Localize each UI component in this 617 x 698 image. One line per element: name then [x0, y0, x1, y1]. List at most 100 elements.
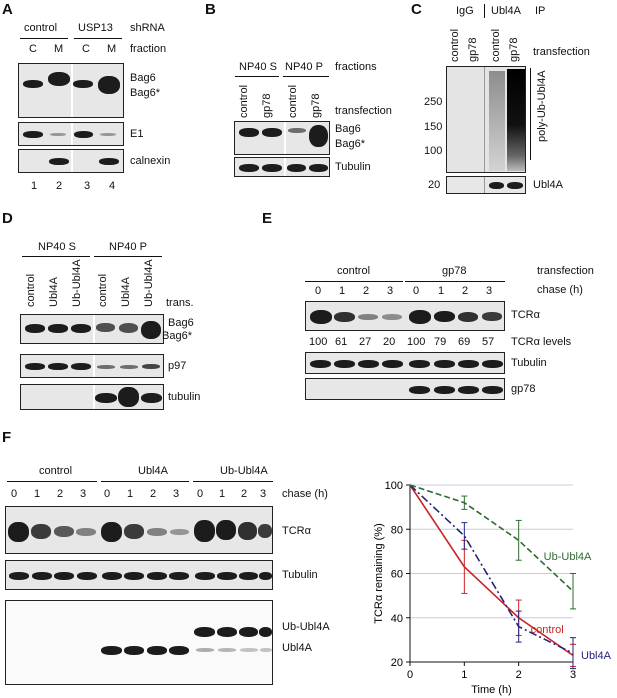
panel-e-tcra-blot [305, 301, 505, 331]
panel-c-smear-label: poly-Ub-Ubl4A [536, 70, 548, 142]
x-axis-label: Time (h) [471, 684, 512, 696]
panel-e-level-6: 79 [434, 336, 447, 348]
x-tick-label-0: 0 [407, 669, 413, 681]
panel-c-group-ubl4a: Ubl4A [491, 5, 521, 17]
panel-f-chase-4: 3 [80, 488, 87, 500]
panel-a-group-line-2 [74, 38, 122, 39]
panel-b-group-s: NP40 S [239, 61, 277, 73]
series-line-ub-ubl4a [409, 484, 574, 592]
panel-b-bag6-label: Bag6 [335, 123, 361, 135]
panel-d-lane-3: Ub-Ubl4A [71, 259, 83, 307]
panel-a-group-control: control [24, 22, 58, 34]
y-tick-label-20: 20 [391, 657, 403, 669]
panel-c-ip-caption: IP [535, 5, 546, 17]
panel-e-levels-caption: TCRα levels [511, 336, 572, 348]
panel-e-level-2: 61 [335, 336, 348, 348]
panel-c-ip-blot [446, 66, 526, 173]
panel-c-transfection-caption: transfection [533, 46, 590, 58]
panel-f-tubulin-blot [5, 560, 273, 590]
panel-a-lane-4: 4 [109, 180, 116, 192]
panel-a-bag6star-label: Bag6* [130, 87, 160, 99]
panel-b-bag6-blot [234, 121, 330, 155]
panel-e-gp78-blot [305, 378, 505, 400]
panel-d-bag6-label: Bag6 [168, 317, 194, 329]
panel-f-ububl4a-label: Ub-Ubl4A [282, 621, 330, 633]
panel-d-lane-6: Ub-Ubl4A [143, 259, 155, 307]
panel-e-chase-1: 0 [315, 285, 322, 297]
y-tick-label-80: 80 [391, 524, 403, 536]
series-label-control: control [531, 624, 564, 636]
panel-e-chase-caption: chase (h) [537, 284, 583, 296]
panel-f-group-line-1 [7, 481, 97, 482]
panel-f-group-ubl4a: Ubl4A [138, 465, 168, 477]
panel-b-group-p: NP40 P [285, 61, 323, 73]
y-tick-label-60: 60 [391, 569, 403, 581]
panel-f-chase-9: 0 [197, 488, 204, 500]
panel-d-tubulin-label: tubulin [168, 391, 201, 403]
panel-f-tcra-blot [5, 506, 273, 554]
panel-a-shrna-caption: shRNA [130, 22, 165, 34]
panel-c-smear-bracket [530, 68, 531, 160]
panel-b-transfection-caption: transfection [335, 105, 392, 117]
panel-d-bag6-blot [20, 314, 164, 344]
panel-b-fractions-caption: fractions [335, 61, 377, 73]
panel-a-fraction-1: C [29, 43, 37, 55]
x-tick-label-2: 2 [516, 669, 522, 681]
panel-d-group-line-2 [94, 256, 162, 257]
panel-a-fraction-caption: fraction [130, 43, 167, 55]
panel-e-chase-7: 2 [462, 285, 469, 297]
panel-a-bag6-blot [18, 63, 124, 118]
panel-b-tubulin-label: Tubulin [335, 161, 371, 173]
panel-d-trans-caption: trans. [166, 297, 194, 309]
panel-b-bag6star-label: Bag6* [335, 138, 365, 150]
panel-b-lane-3: control [287, 84, 299, 118]
panel-e-level-3: 27 [359, 336, 372, 348]
panel-e-tcra-label: TCRα [511, 309, 540, 321]
panel-e-group-control: control [337, 265, 371, 277]
series-line-ubl4a [409, 484, 574, 654]
panel-b-tubulin-blot [234, 157, 330, 177]
panel-a-lane-1: 1 [31, 180, 38, 192]
panel-e-level-7: 69 [458, 336, 471, 348]
panel-b-lane-1: control [238, 84, 250, 118]
panel-b-lane-2: gp78 [261, 93, 273, 118]
panel-e-transfection-caption: transfection [537, 265, 594, 277]
panel-d-label: D [2, 210, 13, 227]
panel-c-group-igg: IgG [456, 5, 474, 17]
series-label-ub-ubl4a: Ub-Ubl4A [544, 551, 592, 563]
panel-c-lane-2: gp78 [467, 37, 479, 62]
panel-f-tcra-label: TCRα [282, 525, 311, 537]
panel-d-group-line-1 [22, 256, 90, 257]
panel-b-group-line-1 [235, 76, 279, 77]
panel-f-ubl4a-blot [5, 600, 273, 685]
panel-d-lane-1: control [25, 273, 37, 307]
x-tick-label-3: 3 [570, 669, 576, 681]
panel-a-lane-2: 2 [56, 180, 63, 192]
panel-d-group-s: NP40 S [38, 241, 76, 253]
panel-c-mw-20: 20 [428, 179, 441, 191]
panel-a-group-usp13: USP13 [78, 22, 113, 34]
panel-f-group-line-2 [101, 481, 189, 482]
panel-f-tubulin-label: Tubulin [282, 569, 318, 581]
panel-a-lane-3: 3 [84, 180, 91, 192]
panel-e-chase-4: 3 [387, 285, 394, 297]
panel-a-fraction-2: M [54, 43, 64, 55]
panel-e-level-8: 57 [482, 336, 495, 348]
panel-c-mw-150: 150 [424, 121, 443, 133]
panel-f-chase-12: 3 [260, 488, 267, 500]
panel-c-mw-100: 100 [424, 145, 443, 157]
y-axis-label: TCRα remaining (%) [373, 523, 385, 624]
panel-a-calnexin-blot [18, 149, 124, 173]
panel-b-lane-4: gp78 [310, 93, 322, 118]
y-tick-label-40: 40 [391, 613, 403, 625]
panel-e-chase-3: 2 [363, 285, 370, 297]
panel-f-chase-2: 1 [34, 488, 41, 500]
y-tick-label-100: 100 [385, 480, 403, 492]
series-line-control [409, 484, 574, 657]
panel-d-lane-4: control [97, 273, 109, 307]
panel-f-chase-7: 2 [150, 488, 157, 500]
panel-f-chase-3: 2 [57, 488, 64, 500]
panel-f-chase-6: 1 [127, 488, 134, 500]
panel-d-p97-blot [20, 354, 164, 378]
panel-c-ubl4a-blot [446, 176, 526, 194]
